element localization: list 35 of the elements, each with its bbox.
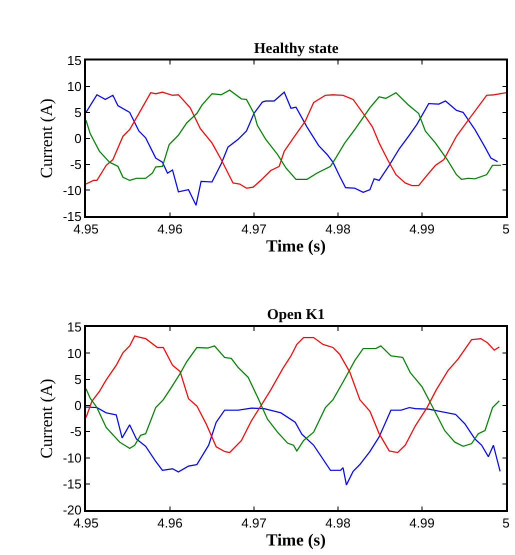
y-tick-label: 15 (67, 53, 82, 68)
y-tick-label: 10 (67, 79, 82, 94)
line-series (86, 92, 498, 206)
y-axis-title: Current (A) (36, 378, 56, 458)
x-tick-label: 4.95 (73, 515, 99, 530)
y-tick-label: -10 (62, 450, 82, 466)
y-tick-label: 5 (74, 104, 82, 120)
x-tick-label: 4.99 (409, 515, 435, 530)
x-tick-label: 4.98 (325, 222, 351, 237)
y-tick-label: 15 (67, 320, 82, 335)
x-tick-label: 4.95 (73, 222, 99, 237)
y-tick-label: -5 (70, 156, 82, 172)
x-tick-label: 4.97 (241, 222, 267, 237)
y-tick-label: -15 (62, 476, 82, 492)
y-tick-label: -20 (62, 502, 82, 518)
x-tick-label: 5 (502, 515, 510, 530)
y-tick-label: 10 (67, 346, 82, 361)
y-tick-label: -5 (70, 424, 82, 440)
y-tick-label: 0 (74, 398, 82, 414)
chart-title: Open K1 (267, 307, 325, 323)
x-axis-title: Time (s) (266, 236, 326, 256)
y-axis-title: Current (A) (36, 98, 56, 178)
x-tick-label: 4.99 (409, 222, 435, 237)
y-tick-label: 0 (74, 130, 82, 146)
x-tick-label: 4.98 (325, 515, 351, 530)
x-tick-label: 4.96 (157, 515, 183, 530)
x-axis-title: Time (s) (266, 530, 326, 550)
x-tick-label: 5 (502, 222, 510, 237)
chart-title: Healthy state (254, 41, 339, 57)
x-tick-label: 4.97 (241, 515, 267, 530)
x-tick-label: 4.96 (157, 222, 183, 237)
line-series (86, 406, 501, 486)
y-tick-label: -15 (62, 208, 82, 224)
y-tick-label: 5 (74, 372, 82, 387)
y-tick-label: -10 (62, 182, 82, 198)
